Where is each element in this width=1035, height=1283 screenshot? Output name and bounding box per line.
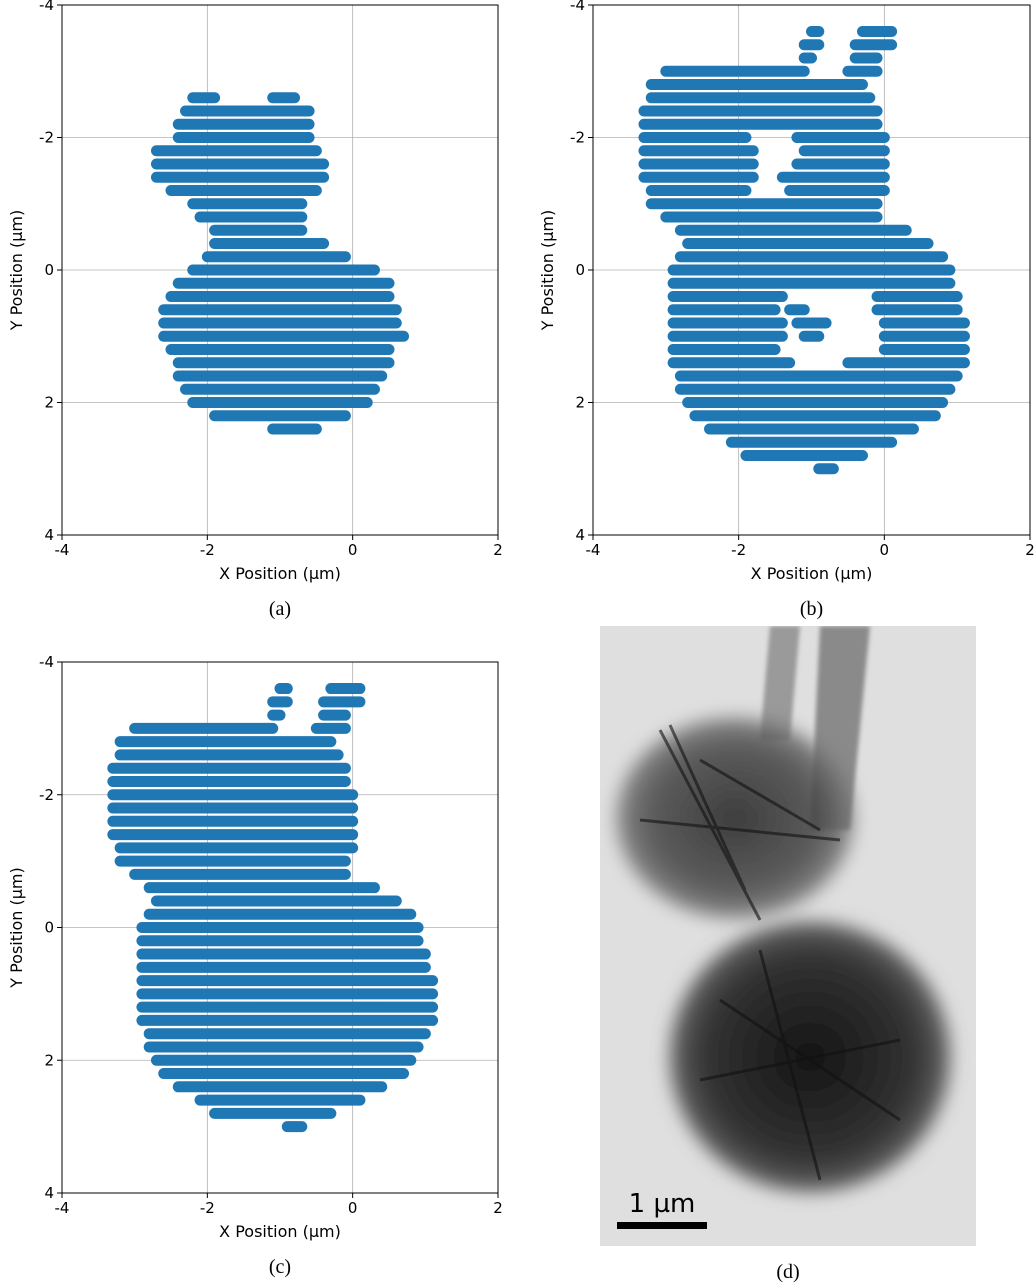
y-tick-label: 0 xyxy=(575,261,585,279)
caption: (c) xyxy=(269,1256,291,1278)
y-tick-label: 4 xyxy=(575,526,585,544)
y-tick-label: 4 xyxy=(44,526,54,544)
y-tick-label: -2 xyxy=(39,129,54,147)
caption: (a) xyxy=(269,598,291,620)
plot-frame xyxy=(592,4,1031,536)
x-tick-label: 0 xyxy=(880,541,890,559)
y-tick-label: -4 xyxy=(39,653,54,671)
x-axis-label: X Position (µm) xyxy=(219,564,341,583)
chart: -4 -2 0 2 -4 -2 0 2 4 X Position (µm) Y Position (… xyxy=(538,0,1035,620)
y-axis-label: Y Position (µm) xyxy=(538,210,557,332)
micrograph xyxy=(600,626,976,1246)
plot-frame xyxy=(61,4,499,536)
y-axis-label: Y Position (µm) xyxy=(7,867,26,989)
x-tick-label: 2 xyxy=(493,541,503,559)
y-tick-label: -4 xyxy=(570,0,585,14)
y-tick-label: 2 xyxy=(44,394,54,412)
y-axis-label: Y Position (µm) xyxy=(7,210,26,332)
y-tick-label: -4 xyxy=(39,0,54,14)
y-tick-label: 2 xyxy=(575,394,585,412)
x-tick-label: -2 xyxy=(200,541,215,559)
x-tick-label: -2 xyxy=(200,1199,215,1217)
x-tick-label: 0 xyxy=(348,541,358,559)
y-tick-label: -2 xyxy=(39,786,54,804)
x-tick-label: 2 xyxy=(1025,541,1035,559)
x-tick-label: 0 xyxy=(348,1199,358,1217)
x-tick-label: -4 xyxy=(586,541,601,559)
y-tick-label: -2 xyxy=(570,129,585,147)
caption: (b) xyxy=(800,598,823,620)
x-axis-label: X Position (µm) xyxy=(219,1222,341,1241)
x-tick-label: -2 xyxy=(731,541,746,559)
x-tick-label: -4 xyxy=(55,541,70,559)
x-tick-label: -4 xyxy=(55,1199,70,1217)
chart: -4 -2 0 2 -4 -2 0 2 4 X Position (µm) Y Position (… xyxy=(7,0,503,620)
y-tick-label: 0 xyxy=(44,919,54,937)
y-tick-label: 4 xyxy=(44,1184,54,1202)
caption: (d) xyxy=(776,1261,799,1283)
scale-bar-label: 1 µm xyxy=(629,1189,696,1219)
chart: -4 -2 0 2 -4 -2 0 2 4 X Position (µm) Y Position (… xyxy=(7,653,503,1278)
y-tick-label: 2 xyxy=(44,1051,54,1069)
x-tick-label: 2 xyxy=(493,1199,503,1217)
plot-frame xyxy=(61,661,499,1194)
x-axis-label: X Position (µm) xyxy=(751,564,873,583)
y-tick-label: 0 xyxy=(44,261,54,279)
